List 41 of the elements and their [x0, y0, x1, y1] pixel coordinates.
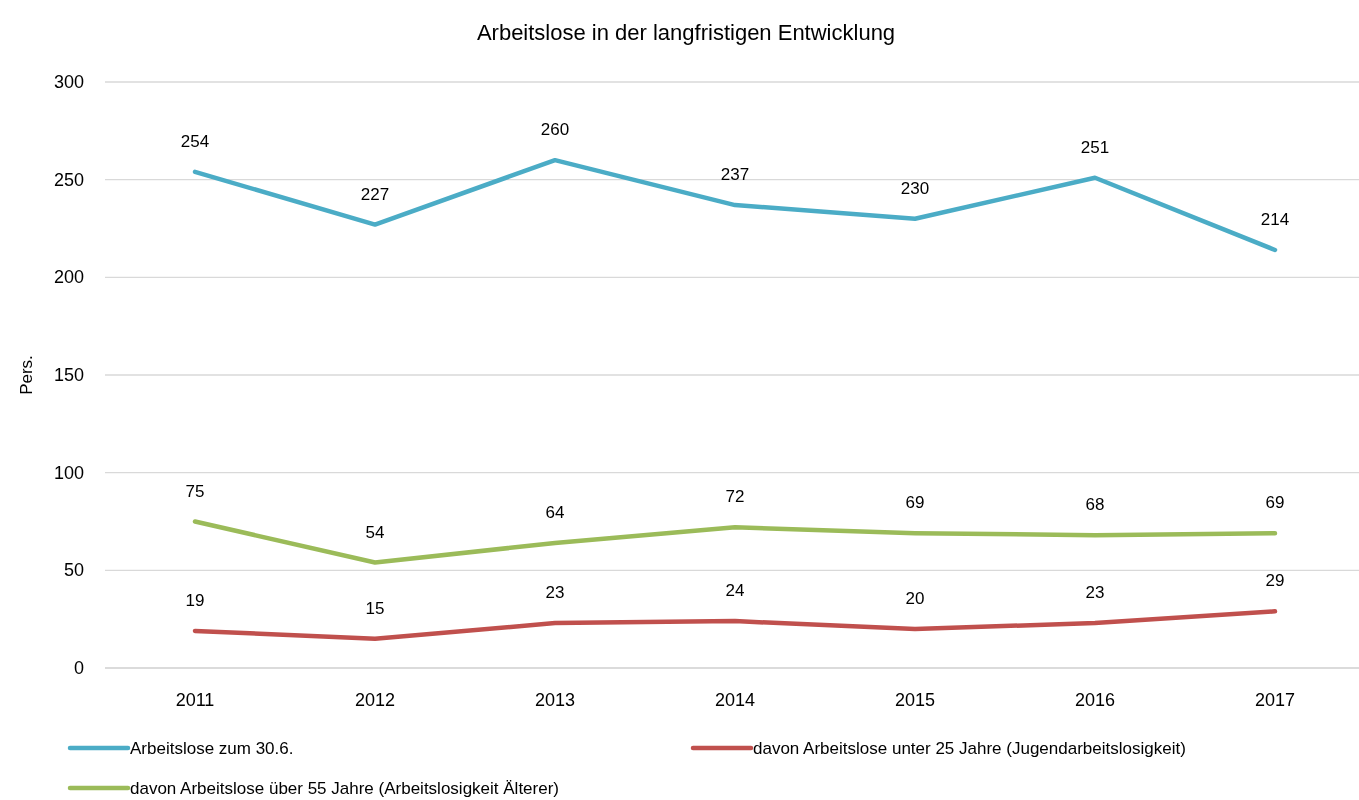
legend-label: Arbeitslose zum 30.6.: [130, 739, 294, 758]
data-label: 254: [180, 131, 210, 151]
data-label: 214: [1260, 209, 1290, 229]
y-tick-label: 200: [53, 267, 84, 288]
y-tick-label: 150: [53, 365, 84, 385]
x-tick-label: 2017: [1254, 690, 1296, 710]
data-label: 29: [1265, 571, 1285, 591]
data-label: 23: [1085, 583, 1105, 603]
data-label: 64: [545, 502, 565, 522]
data-label: 72: [725, 487, 745, 507]
legend-label: davon Arbeitslose über 55 Jahre (Arbeitslosigkeit Älterer): [130, 779, 559, 798]
line-series: [192, 519, 1278, 565]
data-label: 19: [185, 590, 205, 610]
data-label: 237: [720, 165, 750, 185]
data-label: 15: [365, 598, 385, 618]
data-label: 69: [905, 493, 925, 513]
data-label: 68: [1085, 495, 1105, 515]
y-tick-label: 50: [63, 560, 84, 581]
x-tick-label: 2015: [894, 690, 936, 710]
y-tick-label: 0: [73, 658, 84, 678]
data-label: 230: [900, 178, 930, 198]
x-tick-label: 2016: [1074, 690, 1116, 710]
y-tick-label: 300: [53, 72, 84, 92]
x-tick-label: 2012: [354, 690, 396, 710]
data-label: 251: [1080, 137, 1110, 157]
x-tick-label: 2011: [175, 690, 215, 710]
data-label: 227: [360, 184, 390, 204]
data-label: 75: [185, 481, 205, 501]
data-label: 54: [365, 522, 385, 542]
x-tick-label: 2013: [534, 690, 576, 710]
y-axis-title: Pers.: [17, 355, 36, 395]
x-tick-label: 2014: [714, 690, 756, 710]
data-label: 260: [540, 120, 570, 140]
chart-title: Arbeitslose in der langfristigen Entwicklung: [476, 20, 896, 45]
data-label: 20: [905, 588, 925, 608]
legend-label: davon Arbeitslose unter 25 Jahre (Jugendarbeitslosigkeit): [753, 739, 1186, 758]
data-label: 69: [1265, 493, 1285, 513]
y-tick-label: 100: [53, 462, 84, 483]
y-tick-label: 250: [53, 169, 84, 190]
data-label: 24: [725, 581, 745, 601]
data-label: 23: [545, 583, 565, 603]
